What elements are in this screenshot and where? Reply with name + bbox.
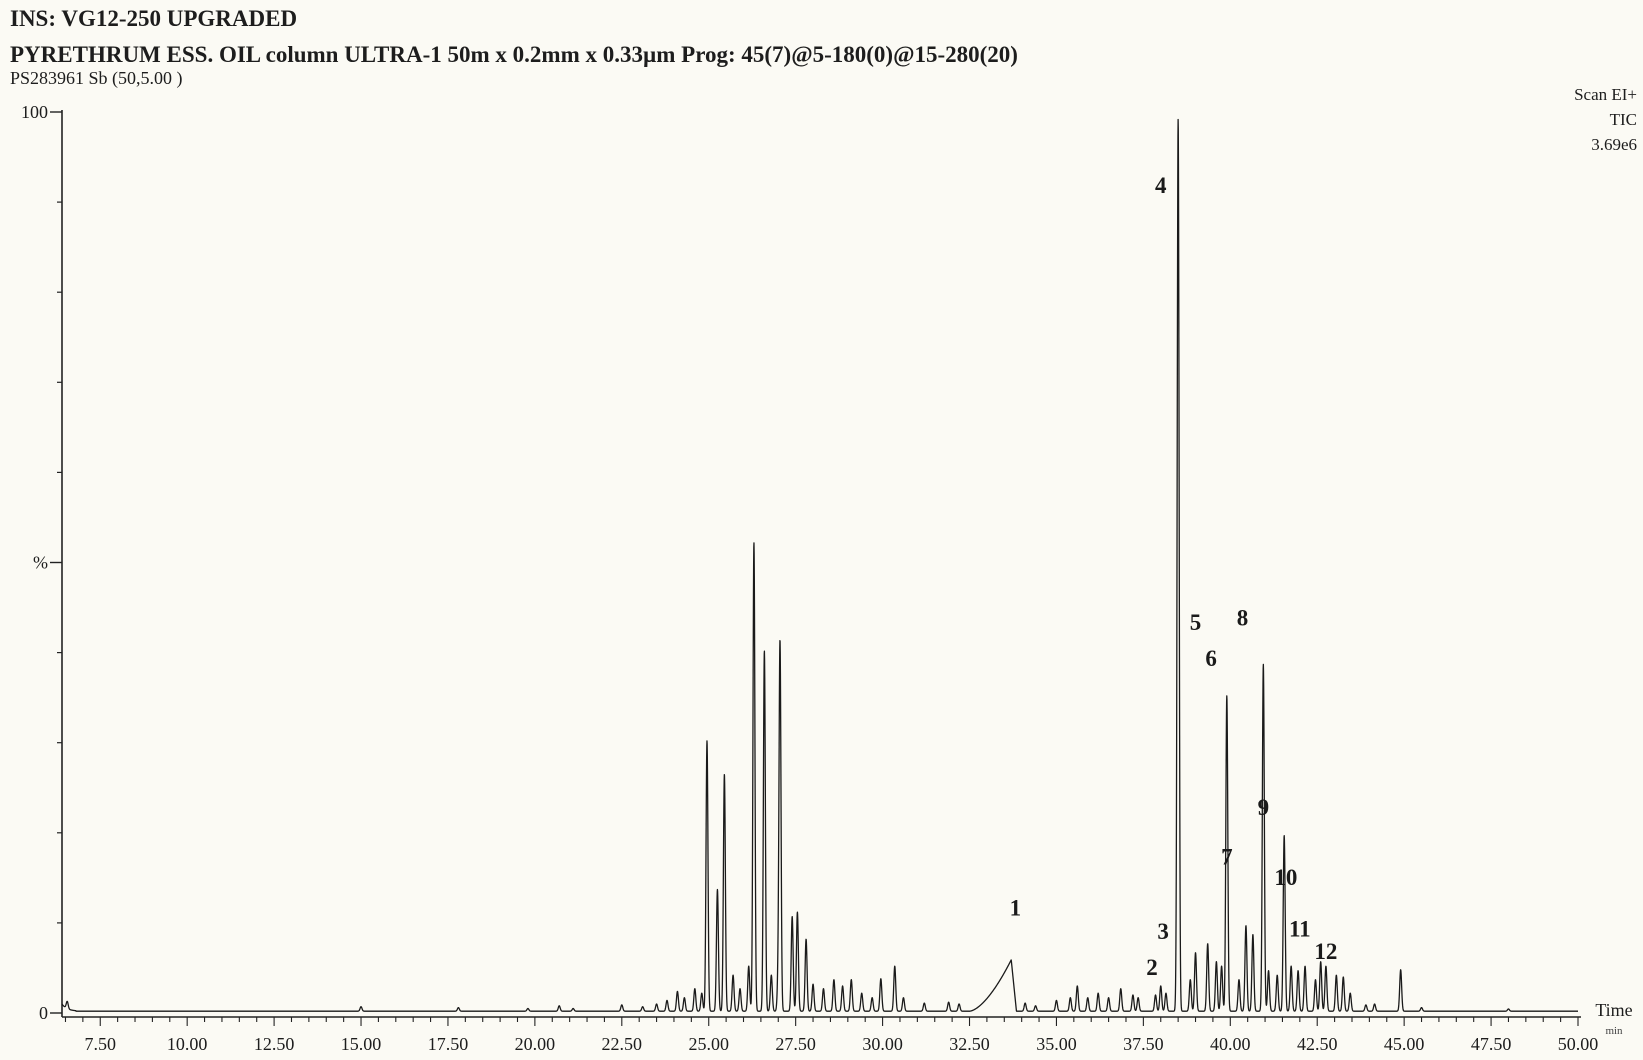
peak-label: 5: [1190, 610, 1202, 635]
x-tick-label: 22.50: [602, 1034, 643, 1054]
scan-mode-label: Scan EI+: [1574, 85, 1637, 104]
x-tick-label: 27.50: [775, 1034, 816, 1054]
x-tick-label: 25.00: [688, 1034, 729, 1054]
peak-label: 7: [1221, 844, 1233, 869]
x-tick-label: 32.50: [949, 1034, 990, 1054]
x-tick-label: 15.00: [341, 1034, 382, 1054]
x-tick-label: 7.50: [84, 1034, 116, 1054]
tic-trace: [61, 118, 1579, 1012]
x-axis-title: Time: [1595, 1000, 1632, 1020]
x-tick-label: 47.50: [1471, 1034, 1512, 1054]
peak-label: 12: [1314, 939, 1337, 964]
x-tick-label: 42.50: [1297, 1034, 1338, 1054]
x-tick-label: 10.00: [167, 1034, 208, 1054]
x-tick-label: 12.50: [254, 1034, 295, 1054]
x-tick-label: 30.00: [862, 1034, 903, 1054]
sample-id-label: PS283961 Sb (50,5.00 ): [10, 68, 183, 88]
peak-label: 9: [1258, 795, 1270, 820]
chart-axes: 100% 0 7.50 10.00 12.50 15.00 17.50 20.00 22.50 2…: [21, 102, 1633, 1054]
x-tick-label: 17.50: [428, 1034, 469, 1054]
x-tick-label: 37.50: [1123, 1034, 1164, 1054]
peak-label: 11: [1289, 916, 1311, 941]
peak-label: 6: [1205, 646, 1217, 671]
peak-label: 1: [1010, 896, 1022, 921]
x-tick-label: 35.00: [1036, 1034, 1077, 1054]
y-tick-label: %: [33, 553, 48, 573]
x-tick-label: 20.00: [515, 1034, 556, 1054]
peak-label: 2: [1146, 955, 1158, 980]
y-tick-label: 100: [21, 102, 48, 122]
peak-label: 8: [1237, 606, 1249, 631]
peak-label: 3: [1157, 919, 1169, 944]
intensity-scale-label: 3.69e6: [1591, 135, 1637, 154]
x-tick-label: 50.00: [1558, 1034, 1599, 1054]
trace-type-label: TIC: [1609, 110, 1637, 129]
instrument-title: INS: VG12-250 UPGRADED: [10, 6, 298, 31]
peak-label: 10: [1274, 865, 1297, 890]
method-program-title: PYRETHRUM ESS. OIL column ULTRA-1 50m x …: [10, 42, 1018, 67]
y-tick-label: 0: [39, 1003, 48, 1023]
x-tick-label: 40.00: [1210, 1034, 1251, 1054]
tic-trace-line: [61, 118, 1579, 1012]
x-tick-label: 45.00: [1384, 1034, 1425, 1054]
scan-info: Scan EI+ TIC 3.69e6: [1574, 82, 1637, 157]
x-axis-unit: min: [1605, 1025, 1623, 1037]
peak-label: 4: [1155, 173, 1167, 198]
